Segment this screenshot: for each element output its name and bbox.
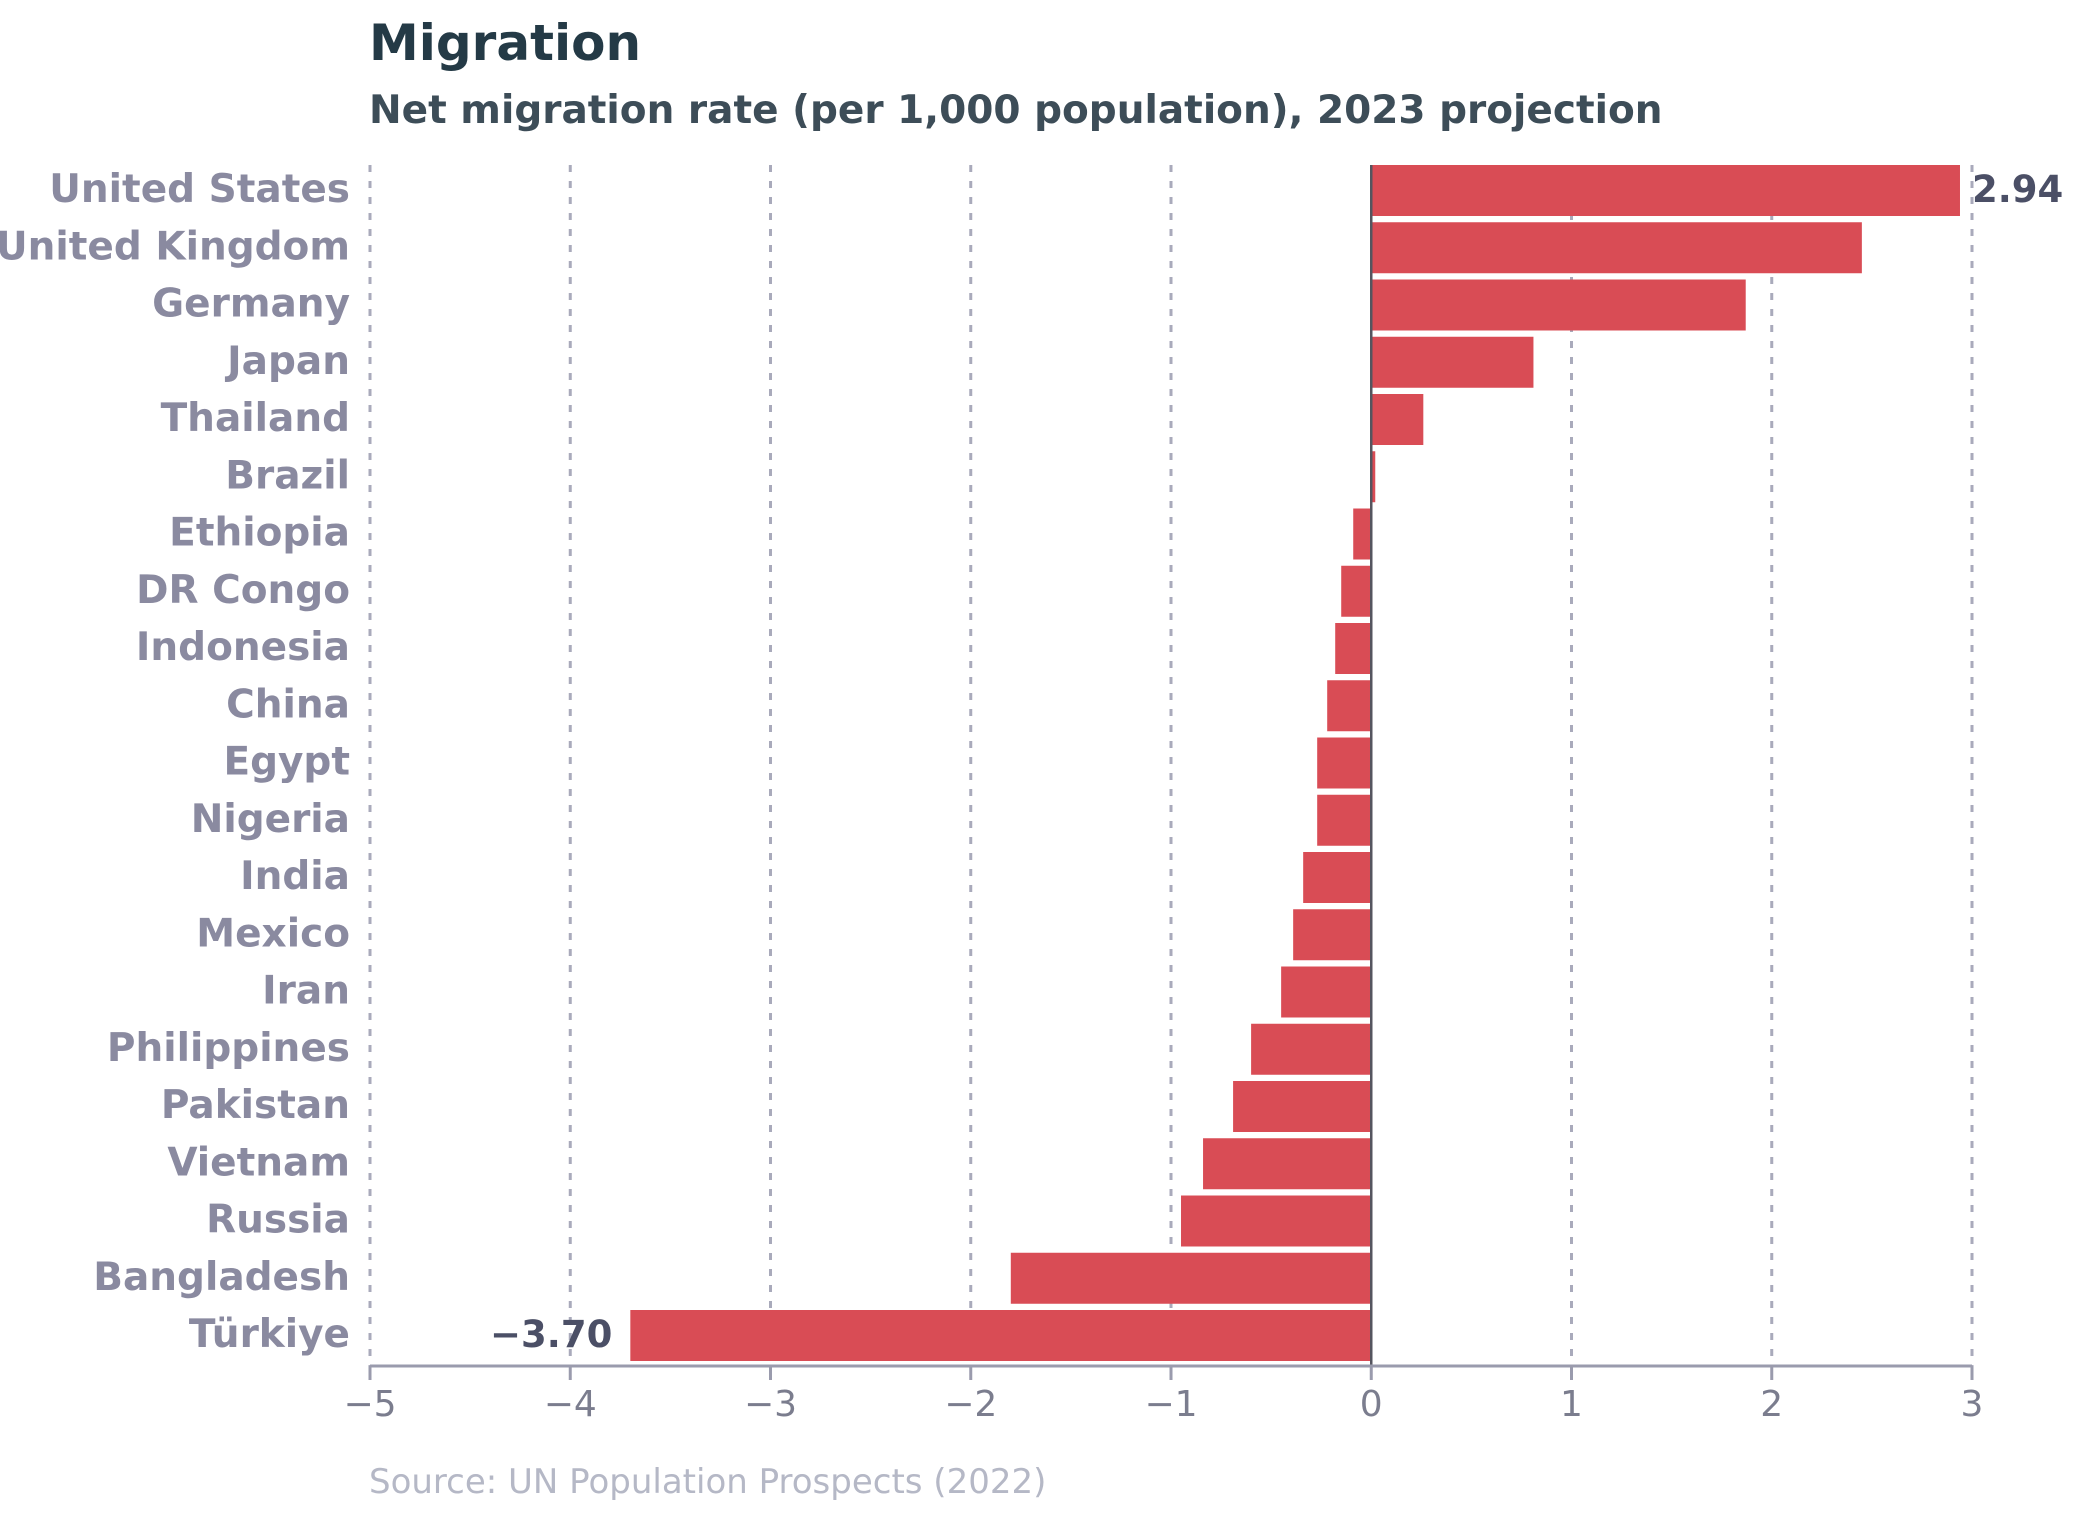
category-label: Japan bbox=[224, 339, 350, 384]
x-axis: −5 −4 −3 −2 −1 0 1 2 3 bbox=[343, 165, 1983, 1425]
bar-nigeria bbox=[1317, 794, 1372, 846]
source-note: Source: UN Population Prospects (2022) bbox=[369, 1462, 1047, 1502]
bar-japan bbox=[1371, 336, 1534, 388]
category-label: United States bbox=[49, 167, 350, 212]
bar-bangladesh bbox=[1010, 1252, 1372, 1304]
bar-india bbox=[1303, 852, 1372, 903]
data-labels: 2.94 −3.70 bbox=[490, 168, 2063, 1356]
x-tick-label: 3 bbox=[1961, 1384, 1984, 1425]
category-label: Iran bbox=[262, 969, 350, 1014]
bar-pakistan bbox=[1233, 1081, 1372, 1132]
category-label: United Kingdom bbox=[0, 224, 350, 269]
category-label: Thailand bbox=[161, 396, 350, 441]
bar-iran bbox=[1281, 966, 1372, 1018]
bar-united-states bbox=[1371, 165, 1960, 216]
x-tick-label: −4 bbox=[544, 1384, 597, 1425]
data-label: 2.94 bbox=[1972, 168, 2063, 211]
category-label: Brazil bbox=[225, 453, 350, 498]
bar-russia bbox=[1181, 1195, 1372, 1247]
category-label: Türkiye bbox=[189, 1312, 350, 1357]
bar-ethiopia bbox=[1353, 508, 1372, 560]
data-label: −3.70 bbox=[490, 1313, 612, 1356]
category-label: Bangladesh bbox=[93, 1255, 350, 1300]
bar-indonesia bbox=[1335, 623, 1372, 674]
bar-vietnam bbox=[1203, 1138, 1372, 1190]
category-label: Vietnam bbox=[167, 1140, 350, 1185]
category-label: China bbox=[226, 682, 350, 727]
bar-brazil bbox=[1371, 451, 1376, 503]
category-labels: United States United Kingdom Germany Japan T… bbox=[0, 167, 350, 1357]
chart-subtitle: Net migration rate (per 1,000 population… bbox=[369, 88, 1663, 133]
category-label: Mexico bbox=[196, 911, 350, 956]
category-label: India bbox=[240, 854, 350, 899]
category-label: DR Congo bbox=[136, 568, 350, 613]
bar-turkiye bbox=[630, 1310, 1372, 1361]
chart-title: Migration bbox=[369, 14, 642, 72]
bar-thailand bbox=[1371, 394, 1424, 445]
x-tick-label: 2 bbox=[1760, 1384, 1783, 1425]
bar-philippines bbox=[1251, 1023, 1372, 1075]
category-label: Russia bbox=[206, 1198, 350, 1243]
x-tick-label: −3 bbox=[744, 1384, 797, 1425]
bar-egypt bbox=[1317, 737, 1372, 789]
category-label: Nigeria bbox=[191, 797, 350, 842]
x-tick-label: 0 bbox=[1360, 1384, 1383, 1425]
category-label: Philippines bbox=[107, 1026, 350, 1071]
bar-germany bbox=[1371, 279, 1746, 331]
bar-china bbox=[1327, 680, 1372, 732]
bar-dr-congo bbox=[1341, 565, 1372, 617]
x-tick-label: 1 bbox=[1560, 1384, 1583, 1425]
category-label: Germany bbox=[152, 282, 350, 327]
x-tick-label: −2 bbox=[944, 1384, 997, 1425]
x-tick-label: −5 bbox=[343, 1384, 396, 1425]
bars bbox=[630, 165, 1960, 1361]
category-label: Ethiopia bbox=[169, 511, 350, 556]
grid-lines bbox=[368, 165, 1974, 1366]
bar-mexico bbox=[1293, 909, 1372, 961]
category-label: Egypt bbox=[223, 740, 350, 785]
category-label: Indonesia bbox=[136, 625, 350, 670]
category-label: Pakistan bbox=[161, 1083, 350, 1128]
bar-united-kingdom bbox=[1371, 222, 1862, 274]
x-tick-label: −1 bbox=[1144, 1384, 1197, 1425]
